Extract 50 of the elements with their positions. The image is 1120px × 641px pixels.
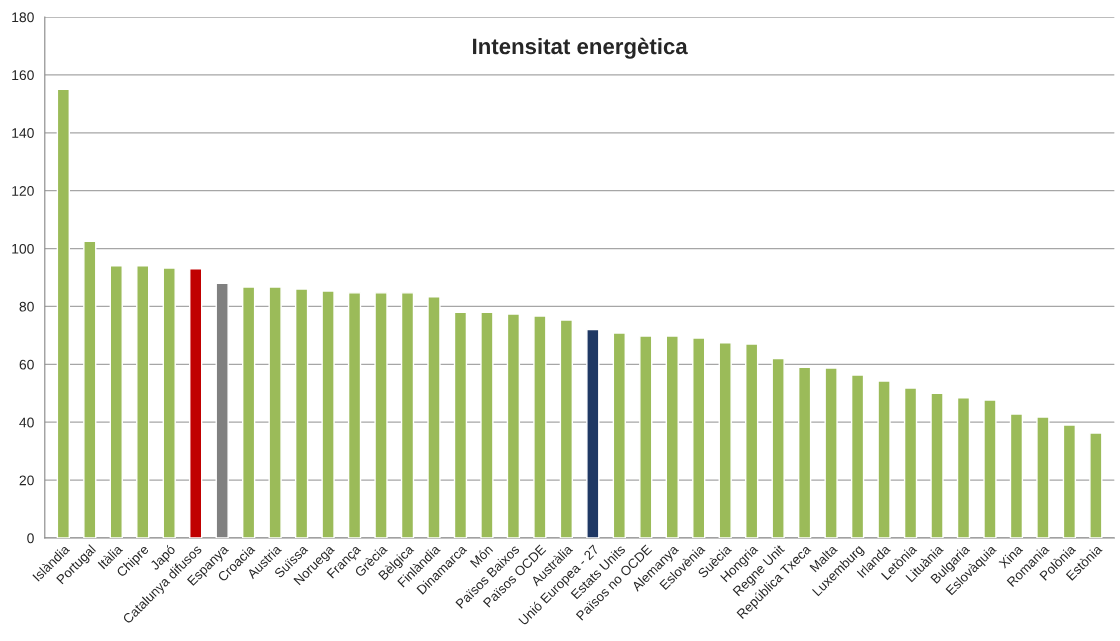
bar <box>162 267 176 538</box>
bar <box>639 335 653 538</box>
y-tick-label: 180 <box>12 12 34 23</box>
bar <box>400 292 415 538</box>
bar <box>956 397 971 538</box>
y-tick-label: 80 <box>19 301 34 312</box>
y-tick-label: 0 <box>27 533 34 544</box>
bar <box>533 315 547 538</box>
bar <box>983 399 997 538</box>
bar <box>692 337 706 538</box>
bar <box>427 296 441 538</box>
bar <box>850 374 865 538</box>
bar <box>1089 432 1103 538</box>
bar <box>718 342 732 538</box>
y-tick-label: 140 <box>12 128 34 138</box>
bar <box>136 265 150 538</box>
bar <box>1036 416 1050 538</box>
bar <box>321 290 335 538</box>
text: Intensitat energètica <box>473 37 688 59</box>
bar <box>189 268 203 538</box>
bar <box>374 292 388 538</box>
y-tick-label: 100 <box>12 243 34 254</box>
y-tick-label: 20 <box>19 475 34 486</box>
bar <box>242 286 256 538</box>
bar <box>903 387 918 538</box>
bar <box>824 367 838 538</box>
bar <box>930 392 944 538</box>
bar <box>612 332 626 538</box>
bar <box>877 380 891 538</box>
bar <box>559 319 574 538</box>
y-tick-label: 120 <box>12 186 34 196</box>
y-tick-label: 40 <box>19 417 34 428</box>
bar <box>56 88 70 538</box>
bar <box>347 292 362 538</box>
bar <box>480 311 494 538</box>
bar <box>83 240 97 538</box>
bar <box>109 265 123 538</box>
bar <box>294 288 309 538</box>
y-tick-label: 60 <box>19 359 34 370</box>
y-tick-label: 160 <box>12 70 34 81</box>
bar <box>1009 413 1024 538</box>
bar <box>586 328 600 538</box>
bar <box>268 286 282 538</box>
bar <box>771 357 785 538</box>
bar <box>665 335 679 538</box>
bar <box>506 313 521 538</box>
bar <box>453 311 468 538</box>
bar <box>797 366 812 538</box>
bar <box>745 343 759 538</box>
bar <box>1062 424 1077 538</box>
